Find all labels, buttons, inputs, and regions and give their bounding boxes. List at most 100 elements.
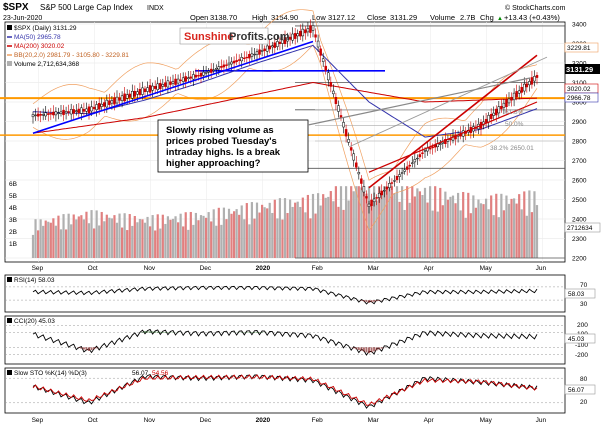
volume-bar xyxy=(380,192,383,258)
volume-bar xyxy=(77,216,80,258)
volume-bar xyxy=(446,199,450,258)
volume-bar xyxy=(82,219,86,258)
panel-fill-positive xyxy=(149,331,152,333)
panel-fill-positive xyxy=(146,331,149,333)
volume-bar xyxy=(235,209,238,258)
candle-body xyxy=(179,79,182,82)
volume-bar xyxy=(273,199,276,258)
panel-fill-positive xyxy=(141,332,144,333)
candle-body xyxy=(90,106,93,112)
volume-bar xyxy=(120,227,124,258)
candle-body xyxy=(120,95,124,102)
volume-bar xyxy=(309,218,312,258)
trend-line xyxy=(368,54,538,189)
candle-body xyxy=(525,83,529,88)
panel-fill-negative xyxy=(95,347,98,349)
candle-body xyxy=(342,122,345,128)
candle-body xyxy=(347,139,350,143)
volume-bar xyxy=(143,222,147,258)
volume-bar xyxy=(334,186,338,258)
candle-body xyxy=(383,190,386,192)
candle-body xyxy=(255,51,259,56)
volume-bar xyxy=(194,212,198,258)
candle-body xyxy=(431,146,434,149)
volume-bar xyxy=(372,186,376,258)
candle-body xyxy=(505,99,508,107)
volume-bar xyxy=(238,214,241,258)
bottom-x-tick-label: Nov xyxy=(144,417,156,424)
volume-bar xyxy=(413,196,416,258)
candle-body xyxy=(439,143,442,145)
candle-body xyxy=(105,99,109,108)
volume-bar xyxy=(92,228,96,258)
volume-bar xyxy=(271,212,274,258)
volume-bar xyxy=(352,191,355,258)
sto-swatch xyxy=(7,370,12,375)
volume-bar xyxy=(393,193,396,258)
candle-body xyxy=(199,72,203,77)
volume-bar xyxy=(70,224,73,258)
candle-body xyxy=(377,192,381,198)
candle-body xyxy=(192,74,195,80)
volume-bar xyxy=(362,186,366,258)
volume-bar xyxy=(103,221,106,258)
candle-body xyxy=(85,108,88,112)
candle-body xyxy=(235,60,238,62)
volume-bar xyxy=(520,209,523,258)
candle-body xyxy=(80,107,83,114)
ohlc-line: Open 3138.70 High 3154.90 Low 3127.12 Cl… xyxy=(190,13,560,22)
volume-bar xyxy=(383,186,386,258)
candle-body xyxy=(77,108,81,113)
candle-body xyxy=(403,169,406,172)
main-legend: $SPX (Daily) 3131.29 MA(50) 2965.78 MA(2… xyxy=(7,25,129,68)
x-tick-label: Sep xyxy=(32,265,44,272)
volume-bar xyxy=(184,212,187,258)
panel-fill-negative xyxy=(352,347,355,349)
y-tick-label: 2500 xyxy=(572,197,587,204)
volume-bar xyxy=(232,211,236,258)
volume-bar xyxy=(418,191,422,258)
candle-body xyxy=(535,75,539,78)
candle-body xyxy=(528,81,531,86)
candle-body xyxy=(411,162,414,164)
rsi-label: RSI(14) 58.03 xyxy=(14,277,55,284)
volume-bar xyxy=(296,201,299,258)
panel-line-b xyxy=(32,374,538,406)
panel-fill-negative xyxy=(88,347,90,351)
candle-body xyxy=(36,113,40,117)
bb-upper-line xyxy=(32,9,538,181)
candle-body xyxy=(512,92,516,101)
bottom-x-tick-label: 2020 xyxy=(256,417,271,424)
volume-bar xyxy=(207,212,210,258)
volume-bar xyxy=(370,202,373,258)
volume-bar xyxy=(327,196,330,258)
candle-body xyxy=(82,109,86,112)
candle-body xyxy=(362,186,366,193)
volume-bar xyxy=(428,186,432,258)
bottom-x-axis: Sep Oct Nov Dec 2020 Feb Mar Apr May Jun xyxy=(32,417,547,424)
volume-bar xyxy=(344,186,348,258)
candle-body xyxy=(194,74,198,78)
volume-bar xyxy=(215,225,218,258)
candle-body xyxy=(510,96,513,101)
x-tick-label: Mar xyxy=(368,265,380,272)
panel-fill-negative xyxy=(355,347,358,350)
volume-bar xyxy=(64,229,68,258)
volume-bar xyxy=(474,207,478,258)
volume-bar xyxy=(510,198,513,258)
candle-body xyxy=(75,110,78,112)
candle-body xyxy=(421,152,424,154)
x-tick-label: Jun xyxy=(536,265,547,272)
candle-body xyxy=(146,87,149,92)
candle-body xyxy=(230,61,233,65)
rsi-tick-30: 30 xyxy=(580,301,588,308)
volume-bar xyxy=(490,195,493,258)
legend-bb: BB(20,2.0) 2981.79 - 3105.80 - 3229.81 xyxy=(14,52,129,59)
bb-lower-line xyxy=(32,44,538,232)
candle-body xyxy=(95,104,98,111)
candle-body xyxy=(31,114,35,118)
volume-bar xyxy=(375,200,378,258)
candle-body xyxy=(110,100,114,104)
volume-bar xyxy=(248,224,251,258)
volume-bar xyxy=(365,193,368,258)
